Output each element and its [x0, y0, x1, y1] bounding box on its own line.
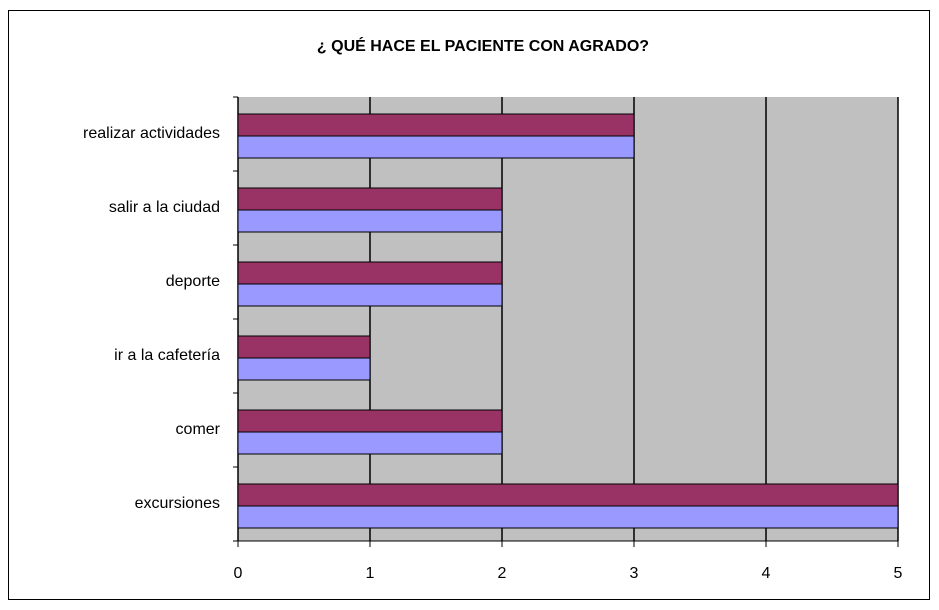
- bar: [237, 431, 503, 455]
- x-tick-label: 2: [498, 565, 507, 582]
- x-tick-label: 4: [762, 565, 771, 582]
- x-tick-label: 3: [630, 565, 639, 582]
- x-tick-label: 5: [894, 565, 903, 582]
- bar: [237, 135, 635, 159]
- y-tick-label: comer: [176, 421, 221, 438]
- bar: [237, 505, 899, 529]
- bar: [237, 261, 503, 285]
- bar: [237, 357, 371, 381]
- x-tick-label: 0: [234, 565, 243, 582]
- bar: [237, 335, 371, 359]
- bar: [237, 209, 503, 233]
- y-tick-label: deporte: [166, 273, 220, 290]
- bar: [237, 283, 503, 307]
- bar: [237, 187, 503, 211]
- chart-title: ¿ QUÉ HACE EL PACIENTE CON AGRADO?: [317, 36, 649, 55]
- plot-area: [238, 97, 898, 541]
- y-tick-label: salir a la ciudad: [109, 199, 220, 216]
- bar: [237, 483, 899, 507]
- bar: [237, 409, 503, 433]
- y-tick-label: realizar actividades: [83, 125, 220, 142]
- bar: [237, 113, 635, 137]
- x-tick-label: 1: [366, 565, 375, 582]
- y-tick-label: ir a la cafetería: [114, 347, 220, 364]
- y-tick-label: excursiones: [135, 495, 220, 512]
